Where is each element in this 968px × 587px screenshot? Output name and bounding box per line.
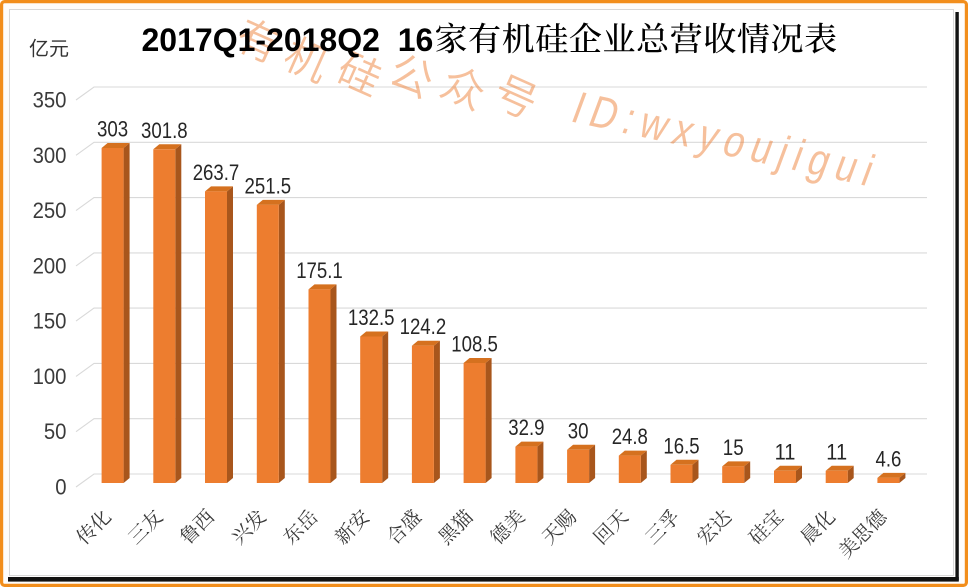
svg-text:2017Q1-2018Q2 16: 2017Q1-2018Q2 16 <box>142 22 434 58</box>
svg-text:50: 50 <box>44 419 67 444</box>
svg-text:16.5: 16.5 <box>663 433 699 458</box>
svg-text:200: 200 <box>33 253 67 278</box>
svg-text:263.7: 263.7 <box>193 160 240 185</box>
svg-text:300: 300 <box>33 143 67 168</box>
svg-text:350: 350 <box>33 88 67 113</box>
svg-text:4.6: 4.6 <box>876 446 902 471</box>
svg-text:150: 150 <box>33 309 67 334</box>
svg-text:250: 250 <box>33 198 67 223</box>
svg-text:175.1: 175.1 <box>296 258 343 283</box>
svg-text:15: 15 <box>723 435 744 460</box>
svg-text:100: 100 <box>33 364 67 389</box>
svg-text:24.8: 24.8 <box>612 424 648 449</box>
svg-text:251.5: 251.5 <box>245 173 292 198</box>
svg-text:124.2: 124.2 <box>400 314 447 339</box>
svg-text:11: 11 <box>826 439 847 464</box>
svg-text:30: 30 <box>568 418 589 443</box>
svg-text:301.8: 301.8 <box>141 118 188 143</box>
svg-text:32.9: 32.9 <box>508 415 544 440</box>
svg-text:0: 0 <box>55 475 66 500</box>
svg-text:11: 11 <box>775 439 796 464</box>
svg-text:132.5: 132.5 <box>348 305 395 330</box>
svg-text:303: 303 <box>97 117 128 142</box>
svg-text:108.5: 108.5 <box>451 332 498 357</box>
